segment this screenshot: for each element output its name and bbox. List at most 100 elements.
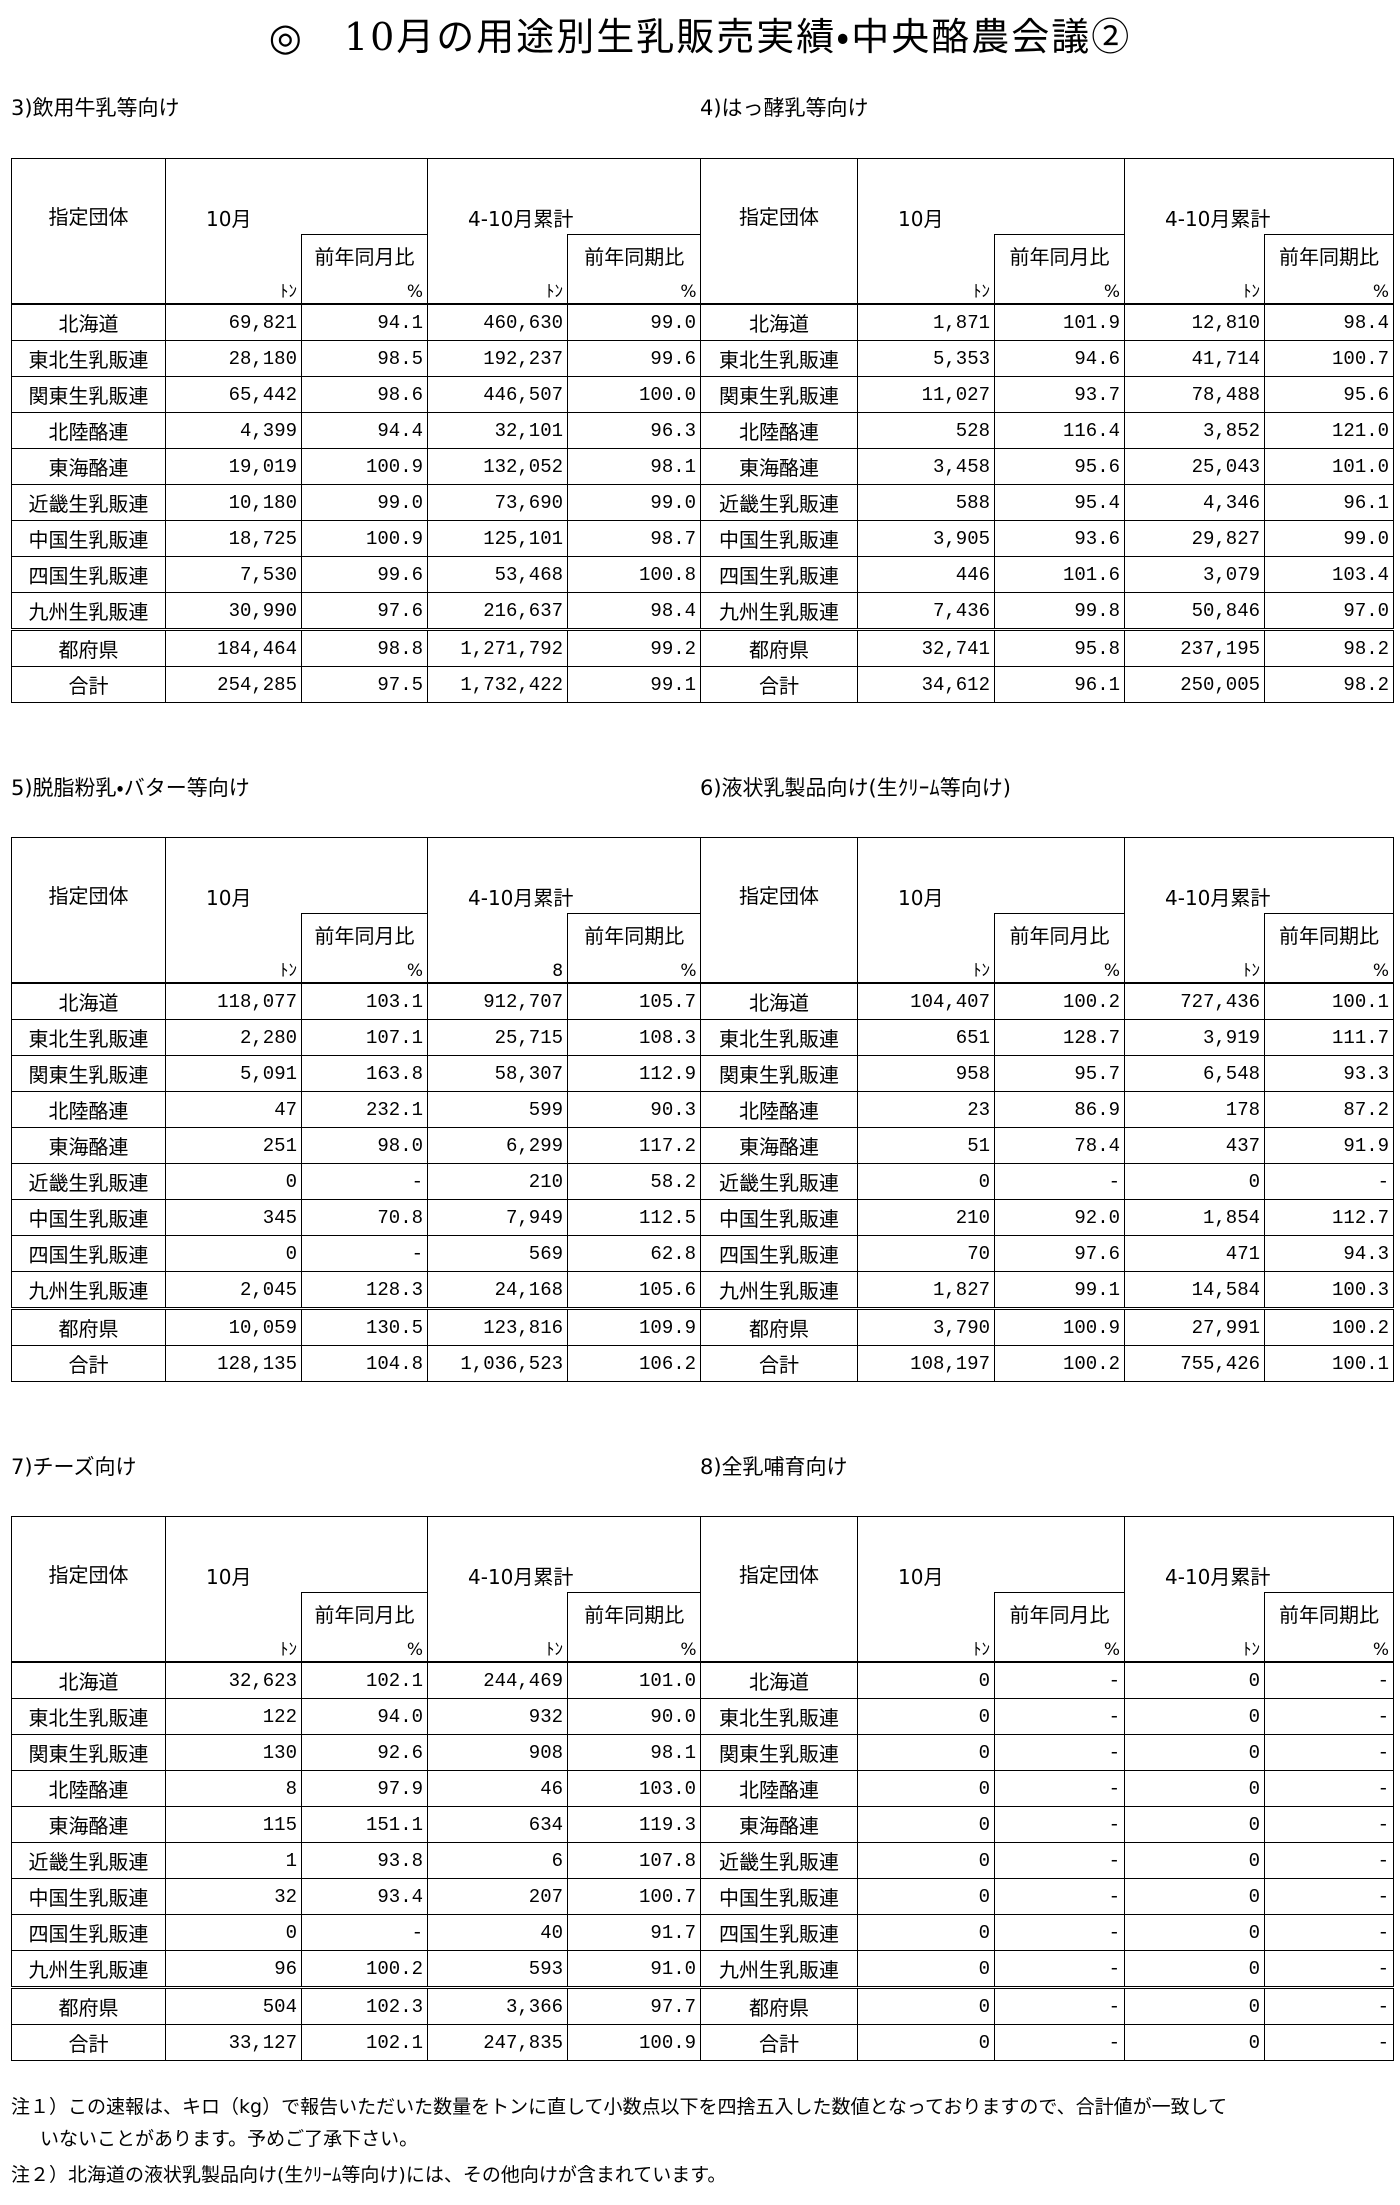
data-row: 近畿生乳販連 1 93.8 6 107.8 <box>11 1842 702 1879</box>
value-cell: 95.7 <box>993 1055 1126 1092</box>
data-row: 四国生乳販連 0-40 91.7 <box>11 1914 702 1951</box>
header-cell <box>1124 1592 1265 1628</box>
value-cell: 651 <box>857 1019 995 1056</box>
row-name: 東北生乳販連 <box>700 340 858 377</box>
value-cell: 1,827 <box>857 1271 995 1309</box>
value-cell: 98.6 <box>300 376 429 413</box>
data-row: 東北生乳販連 28,180 98.5 192,237 99.6 <box>11 340 702 377</box>
value-cell: 86.9 <box>993 1091 1126 1128</box>
value-cell: 24,168 <box>427 1271 569 1309</box>
value-cell: 12,810 <box>1124 303 1266 341</box>
value-cell: 106.2 <box>567 1345 702 1382</box>
data-row: 都府県 10,059 130.5 123,816 109.9 <box>11 1307 702 1346</box>
value-cell: 94.3 <box>1264 1235 1395 1272</box>
value-cell: 2,280 <box>165 1019 302 1056</box>
value-cell: 46 <box>427 1770 569 1807</box>
unit-cell: % <box>993 949 1125 983</box>
value-cell: 100.7 <box>567 1878 702 1915</box>
value-cell: 100.7 <box>1264 340 1395 377</box>
value-cell: 247,835 <box>427 2024 569 2061</box>
value-cell: - <box>1264 1163 1395 1200</box>
row-name: 合計 <box>700 2024 858 2061</box>
value-cell: 3,852 <box>1124 412 1266 449</box>
data-row: 中国生乳販連 0-0- <box>700 1878 1395 1915</box>
value-cell: 102.3 <box>300 1986 429 2025</box>
value-cell: 94.6 <box>993 340 1126 377</box>
value-cell: 97.6 <box>993 1235 1126 1272</box>
row-name: 九州生乳販連 <box>700 1271 858 1309</box>
value-cell: - <box>1264 1698 1395 1735</box>
row-name: 四国生乳販連 <box>700 1235 858 1272</box>
data-row: 関東生乳販連 11,027 93.7 78,488 95.6 <box>700 376 1395 413</box>
data-row: 北海道 1,871 101.9 12,810 98.4 <box>700 303 1395 341</box>
value-cell: - <box>993 1770 1126 1807</box>
value-cell: - <box>1264 1986 1395 2025</box>
value-cell: 128.7 <box>993 1019 1126 1056</box>
value-cell: 98.2 <box>1264 666 1395 703</box>
data-row: 関東生乳販連 65,442 98.6 446,507 100.0 <box>11 376 702 413</box>
value-cell: 100.3 <box>1264 1271 1395 1309</box>
section-label: 7)チーズ向け <box>11 1455 137 1479</box>
header-row: 前年同月比 前年同期比 <box>701 1592 1395 1628</box>
value-cell: 95.6 <box>1264 376 1395 413</box>
value-cell: 94.1 <box>300 303 429 341</box>
row-name: 中国生乳販連 <box>700 1878 858 1915</box>
row-name: 関東生乳販連 <box>700 376 858 413</box>
value-cell: 0 <box>857 1163 995 1200</box>
value-cell: - <box>993 1163 1126 1200</box>
data-row: 都府県 3,790 100.9 27,991 100.2 <box>700 1307 1395 1346</box>
value-cell: 102.1 <box>300 1661 429 1699</box>
data-row: 東北生乳販連 651 128.7 3,919 111.7 <box>700 1019 1395 1056</box>
header-cell: 4-10月累計 <box>427 837 701 914</box>
value-cell: - <box>993 1878 1126 1915</box>
value-cell: 0 <box>1124 1986 1266 2025</box>
value-cell: - <box>993 1842 1126 1879</box>
value-cell: 7,530 <box>165 556 302 593</box>
value-cell: 123,816 <box>427 1307 569 1346</box>
value-cell: 119.3 <box>567 1806 702 1843</box>
value-cell: 2,045 <box>165 1271 302 1309</box>
data-row: 北陸酪連 47 232.1 599 90.3 <box>11 1091 702 1128</box>
row-name: 東海酪連 <box>11 448 166 485</box>
unit-cell: ﾄﾝ <box>427 270 568 304</box>
row-name: 東北生乳販連 <box>700 1019 858 1056</box>
value-cell: 100.1 <box>1264 982 1395 1020</box>
data-row: 四国生乳販連 446 101.6 3,079 103.4 <box>700 556 1395 593</box>
value-cell: 755,426 <box>1124 1345 1266 1382</box>
header-cell: 指定団体 <box>700 158 858 304</box>
data-table: 指定団体 10月 4-10月累計 前年同月比 前年同期比 ﾄﾝ% ﾄﾝ% 北海道 0-0- 東北生… <box>700 1516 1395 2061</box>
section-label: 5)脱脂粉乳・バター等向け <box>11 776 250 800</box>
value-cell: 96.3 <box>567 412 702 449</box>
data-row: 東北生乳販連 2,280 107.1 25,715 108.3 <box>11 1019 702 1056</box>
unit-cell: ﾄﾝ <box>1124 1628 1265 1662</box>
value-cell: 30,990 <box>165 592 302 630</box>
title: ◎ 10月の用途別生乳販売実績・中央酪農会議② <box>268 15 1132 59</box>
value-cell: 100.9 <box>993 1307 1126 1346</box>
value-cell: 210 <box>857 1199 995 1236</box>
row-name: 東北生乳販連 <box>11 1019 166 1056</box>
section-label: 3)飲用牛乳等向け <box>11 96 180 120</box>
row-name: 近畿生乳販連 <box>11 1842 166 1879</box>
unit-cell: ﾄﾝ <box>1124 949 1265 983</box>
data-row: 九州生乳販連 1,827 99.1 14,584 100.3 <box>700 1271 1395 1309</box>
unit-cell: % <box>300 949 428 983</box>
value-cell: 0 <box>857 1806 995 1843</box>
data-row: 東海酪連 51 78.4 437 91.9 <box>700 1127 1395 1164</box>
row-name: 九州生乳販連 <box>700 592 858 630</box>
row-name: 合計 <box>700 1345 858 1382</box>
row-name: 四国生乳販連 <box>11 1914 166 1951</box>
value-cell: 99.0 <box>567 484 702 521</box>
data-row: 関東生乳販連 5,091 163.8 58,307 112.9 <box>11 1055 702 1092</box>
value-cell: 437 <box>1124 1127 1266 1164</box>
value-cell: 5,091 <box>165 1055 302 1092</box>
value-cell: 90.0 <box>567 1698 702 1735</box>
value-cell: 1 <box>165 1842 302 1879</box>
value-cell: - <box>1264 1878 1395 1915</box>
data-row: 中国生乳販連 210 92.0 1,854 112.7 <box>700 1199 1395 1236</box>
data-row: 九州生乳販連 96 100.2 593 91.0 <box>11 1950 702 1988</box>
header-cell <box>1124 913 1265 949</box>
header-row: 前年同月比 前年同期比 <box>701 234 1395 270</box>
value-cell: 47 <box>165 1091 302 1128</box>
value-cell: 118,077 <box>165 982 302 1020</box>
